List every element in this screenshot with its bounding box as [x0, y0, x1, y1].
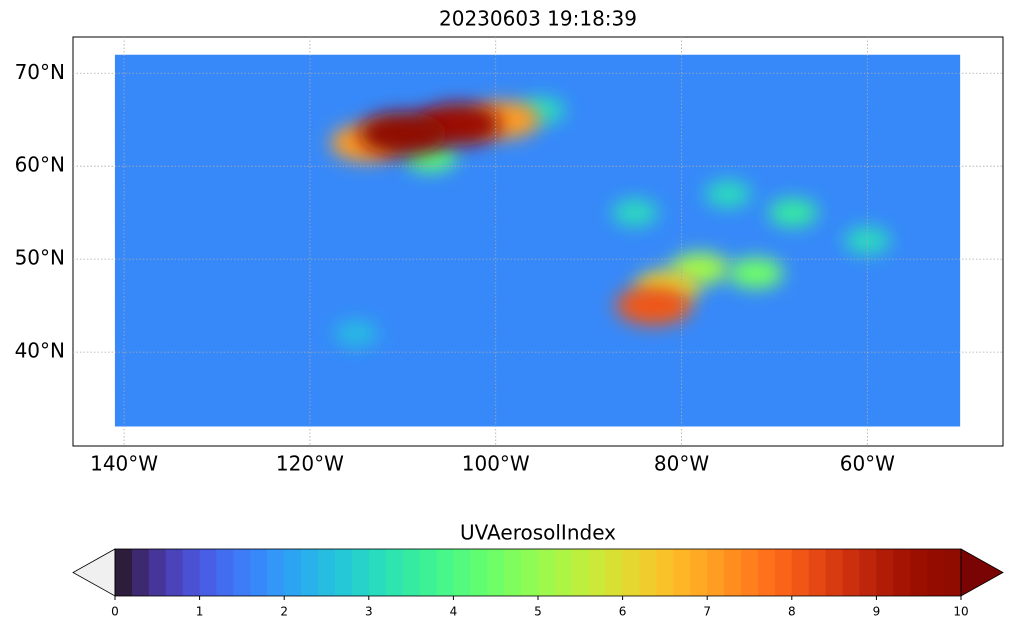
colorbar-segment: [554, 549, 573, 596]
colorbar-tick-label: 5: [534, 605, 542, 619]
colorbar-segment: [199, 549, 218, 596]
colorbar-segment: [656, 549, 674, 596]
colorbar-tick-label: 9: [873, 605, 881, 619]
y-tick-label: 50°N: [15, 246, 65, 270]
colorbar-segment: [757, 549, 776, 596]
colorbar-tick-label: 4: [450, 605, 458, 619]
colorbar-segment: [402, 549, 421, 596]
colorbar-segment: [368, 549, 387, 596]
colorbar-segment: [318, 549, 336, 596]
colorbar-segment: [351, 549, 370, 596]
colorbar-segment: [876, 549, 894, 596]
colorbar-segment: [131, 549, 150, 596]
axes-frame: [72, 36, 1004, 447]
aerosol-cell: [615, 286, 692, 326]
colorbar-segment: [605, 549, 624, 596]
colorbar-segment: [216, 549, 234, 596]
colorbar-segment: [724, 549, 742, 596]
chart-title: 20230603 19:18:39: [439, 7, 637, 31]
aerosol-cell: [612, 199, 659, 227]
colorbar-segment: [182, 549, 201, 596]
colorbar-tick-label: 10: [953, 605, 968, 619]
colorbar-segment: [588, 549, 607, 596]
colorbar-segment: [334, 549, 353, 596]
colorbar-segment: [504, 549, 522, 596]
colorbar-segment: [233, 549, 251, 596]
colorbar-segment: [165, 549, 184, 596]
y-tick-label: 70°N: [15, 60, 65, 84]
colorbar-segment: [910, 549, 928, 596]
colorbar-segment: [419, 549, 437, 596]
colorbar-tick-label: 7: [703, 605, 711, 619]
colorbar-tick-label: 6: [619, 605, 627, 619]
colorbar-segment: [639, 549, 657, 596]
colorbar-tick-label: 8: [788, 605, 796, 619]
x-tick-label: 120°W: [276, 452, 344, 476]
colorbar-segment: [385, 549, 404, 596]
colorbar-segment: [893, 549, 911, 596]
colorbar-segment: [842, 549, 860, 596]
field: [114, 54, 961, 427]
aerosol-cell: [334, 320, 378, 347]
colorbar-segment: [453, 549, 471, 596]
aerosol-cell: [768, 198, 818, 227]
colorbar-segment: [859, 549, 877, 596]
aerosol-cell: [358, 111, 447, 156]
colorbar-segment: [267, 549, 285, 596]
y-tick-label: 40°N: [15, 339, 65, 363]
colorbar-segment: [487, 549, 505, 596]
colorbar-segment: [707, 549, 725, 596]
colorbar-label: UVAerosolIndex: [460, 521, 616, 545]
colorbar-segment: [808, 549, 827, 596]
colorbar-segment: [538, 549, 556, 596]
x-tick-label: 100°W: [462, 452, 530, 476]
aerosol-cell: [728, 257, 784, 289]
colorbar-segment: [927, 549, 945, 596]
colorbar-segment: [284, 549, 302, 596]
colorbar-segment: [741, 549, 759, 596]
colorbar-tick-label: 3: [365, 605, 373, 619]
x-tick-label: 60°W: [840, 452, 895, 476]
colorbar-segment: [148, 549, 167, 596]
colorbar-segment: [673, 549, 691, 596]
colorbar-segment: [571, 549, 590, 596]
colorbar-segment: [622, 549, 641, 596]
colorbar-segment: [825, 549, 844, 596]
colorbar-segment: [791, 549, 810, 596]
colorbar-over: [960, 548, 1004, 597]
colorbar-tick-label: 1: [196, 605, 204, 619]
colorbar-segment: [436, 549, 454, 596]
colorbar-segment: [944, 549, 962, 596]
colorbar-tick-label: 0: [111, 605, 119, 619]
colorbar-segment: [115, 549, 133, 596]
colorbar-segment: [521, 549, 539, 596]
colorbar-segment: [774, 549, 793, 596]
x-tick-label: 140°W: [90, 452, 158, 476]
colorbar-segment: [301, 549, 319, 596]
colorbar-segment: [470, 549, 488, 596]
colorbar-under: [72, 548, 116, 597]
colorbar-segment: [690, 549, 708, 596]
colorbar-segment: [250, 549, 268, 596]
colorbar-tick-label: 2: [280, 605, 288, 619]
y-tick-label: 60°N: [15, 153, 65, 177]
aerosol-cell: [704, 180, 751, 208]
x-tick-label: 80°W: [654, 452, 709, 476]
